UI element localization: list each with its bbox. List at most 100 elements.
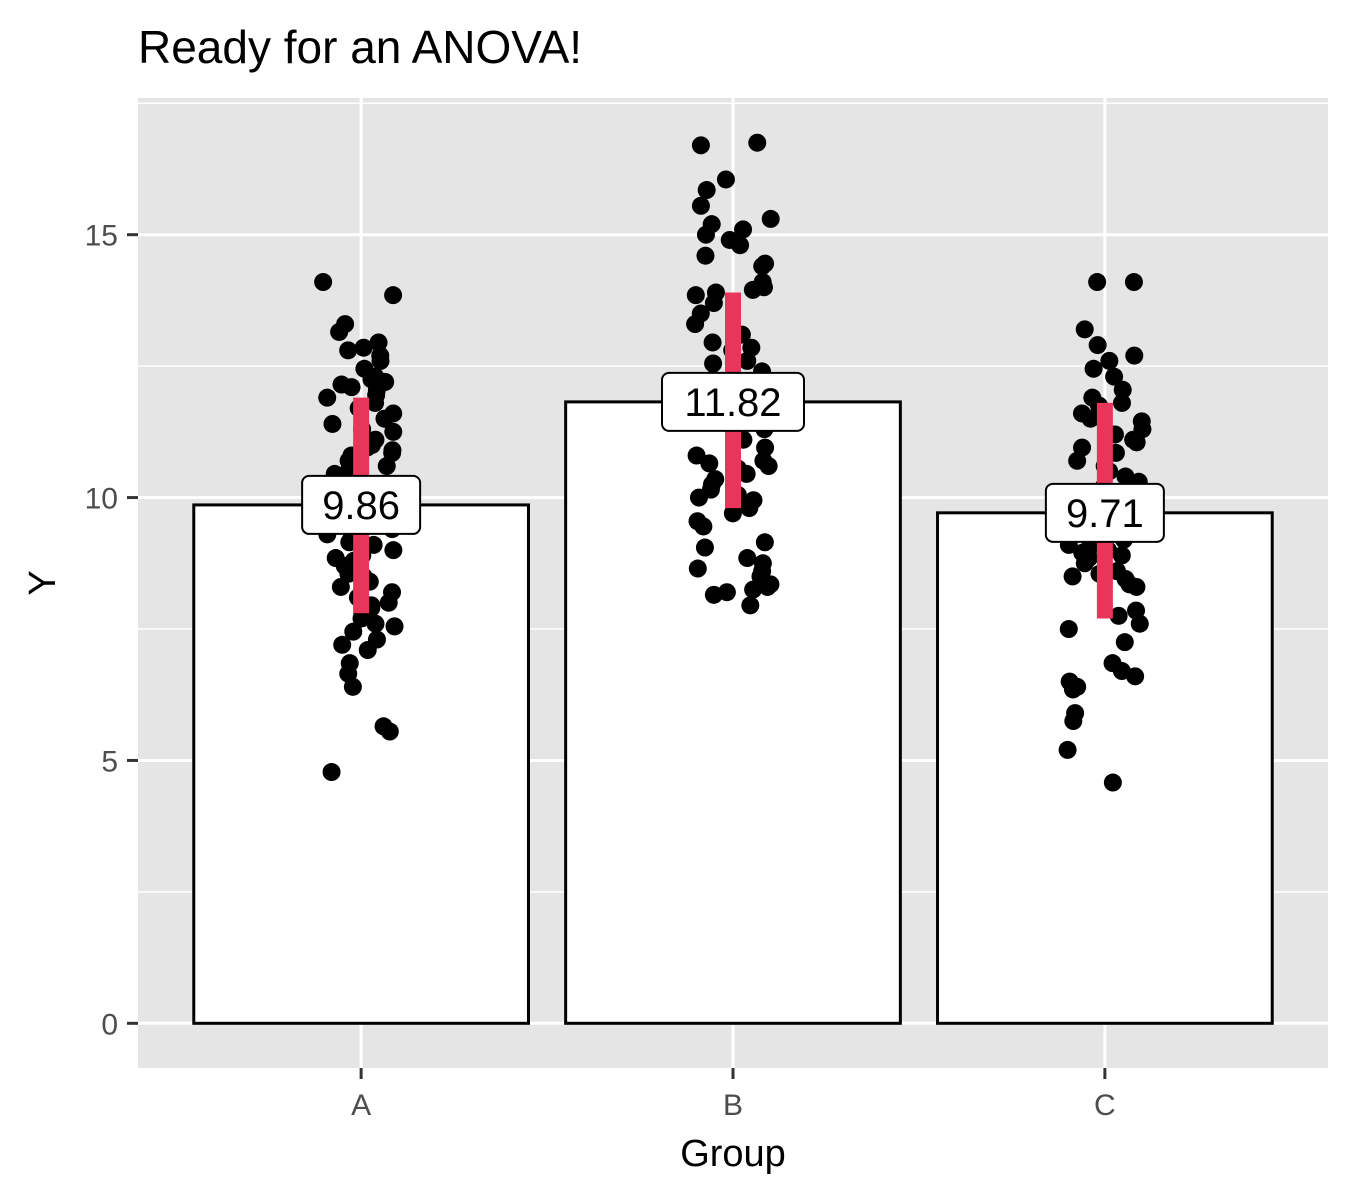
data-point-A [379, 593, 398, 612]
data-point-C [1059, 620, 1078, 639]
data-point-A [330, 322, 349, 341]
data-point-A [371, 351, 390, 370]
data-point-A [377, 457, 396, 476]
data-point-A [385, 617, 404, 636]
data-point-A [331, 577, 350, 596]
data-point-C [1130, 614, 1149, 633]
data-point-B [723, 504, 742, 523]
data-point-A [333, 635, 352, 654]
data-point-A [322, 763, 341, 782]
data-point-C [1113, 380, 1132, 399]
data-point-C [1068, 451, 1087, 470]
data-point-A [342, 378, 361, 397]
data-point-B [689, 488, 708, 507]
x-axis: A B C [351, 1068, 1116, 1122]
data-point-B [755, 533, 774, 552]
data-point-B [704, 585, 723, 604]
data-point-A [339, 341, 358, 360]
data-point-C [1127, 577, 1146, 596]
data-point-B [716, 170, 735, 189]
data-point-C [1115, 633, 1134, 652]
y-tick-label: 15 [85, 220, 118, 253]
data-point-B [743, 280, 762, 299]
data-point-A [314, 273, 333, 292]
data-point-A [343, 677, 362, 696]
data-point-A [318, 388, 337, 407]
data-point-B [744, 580, 763, 599]
data-point-B [691, 196, 710, 215]
data-point-B [696, 246, 715, 265]
data-point-B [704, 354, 723, 373]
data-point-B [731, 236, 750, 255]
mean-labels-layer: 9.86 11.82 9.71 [301, 371, 1165, 543]
data-point-C [1124, 273, 1143, 292]
mean-label-A: 9.86 [322, 484, 400, 528]
data-point-A [380, 722, 399, 741]
data-point-C [1103, 773, 1122, 792]
data-point-B [688, 559, 707, 578]
data-point-C [1088, 273, 1107, 292]
data-point-B [694, 517, 713, 536]
data-point-C [1084, 359, 1103, 378]
data-point-B [758, 577, 777, 596]
x-tick-label-C: C [1094, 1089, 1116, 1122]
data-point-C [1100, 351, 1119, 370]
data-point-B [734, 220, 753, 239]
data-point-B [686, 315, 705, 334]
data-point-B [697, 181, 716, 200]
data-point-B [738, 549, 757, 568]
data-point-B [703, 333, 722, 352]
y-axis-title: Y [22, 570, 64, 595]
x-tick-label-A: A [351, 1089, 371, 1122]
data-point-C [1112, 393, 1131, 412]
y-tick-label: 0 [101, 1008, 118, 1041]
data-point-B [759, 457, 778, 476]
data-point-A [366, 393, 385, 412]
data-point-B [686, 286, 705, 305]
data-point-C [1064, 712, 1083, 731]
mean-label-B: 11.82 [684, 381, 781, 425]
data-point-C [1063, 567, 1082, 586]
data-point-B [753, 257, 772, 276]
data-point-C [1088, 336, 1107, 355]
data-point-C [1109, 606, 1128, 625]
mean-label-box-A [301, 474, 422, 535]
chart-title: Ready for an ANOVA! [138, 21, 582, 73]
data-point-A [375, 409, 394, 428]
data-point-B [700, 454, 719, 473]
data-point-A [352, 609, 371, 628]
data-point-B [748, 133, 767, 152]
data-point-B [737, 464, 756, 483]
y-tick-label: 5 [101, 745, 118, 778]
data-point-C [1075, 554, 1094, 573]
x-tick-label-B: B [723, 1089, 743, 1122]
data-point-C [1058, 740, 1077, 759]
data-point-C [1125, 346, 1144, 365]
data-point-A [384, 422, 403, 441]
data-point-A [354, 338, 373, 357]
data-point-C [1126, 667, 1145, 686]
bars-layer [192, 400, 1274, 1025]
mean-label-C: 9.71 [1066, 492, 1144, 536]
mean-label-box-C [1044, 482, 1165, 543]
data-point-A [323, 414, 342, 433]
data-point-B [704, 294, 723, 313]
data-point-A [358, 641, 377, 660]
data-point-A [384, 286, 403, 305]
y-tick-label: 10 [85, 483, 118, 516]
data-point-C [1063, 680, 1082, 699]
data-point-C [1075, 320, 1094, 339]
data-point-B [691, 136, 710, 155]
y-axis: 0 5 10 15 [85, 220, 138, 1041]
data-point-A [339, 564, 358, 583]
data-point-C [1112, 546, 1131, 565]
data-point-C [1127, 433, 1146, 452]
mean-label-box-B [661, 371, 805, 432]
data-point-B [696, 225, 715, 244]
x-axis-title: Group [680, 1133, 786, 1175]
data-point-A [344, 622, 363, 641]
data-point-B [756, 438, 775, 457]
data-point-A [369, 333, 388, 352]
data-point-A [384, 541, 403, 560]
